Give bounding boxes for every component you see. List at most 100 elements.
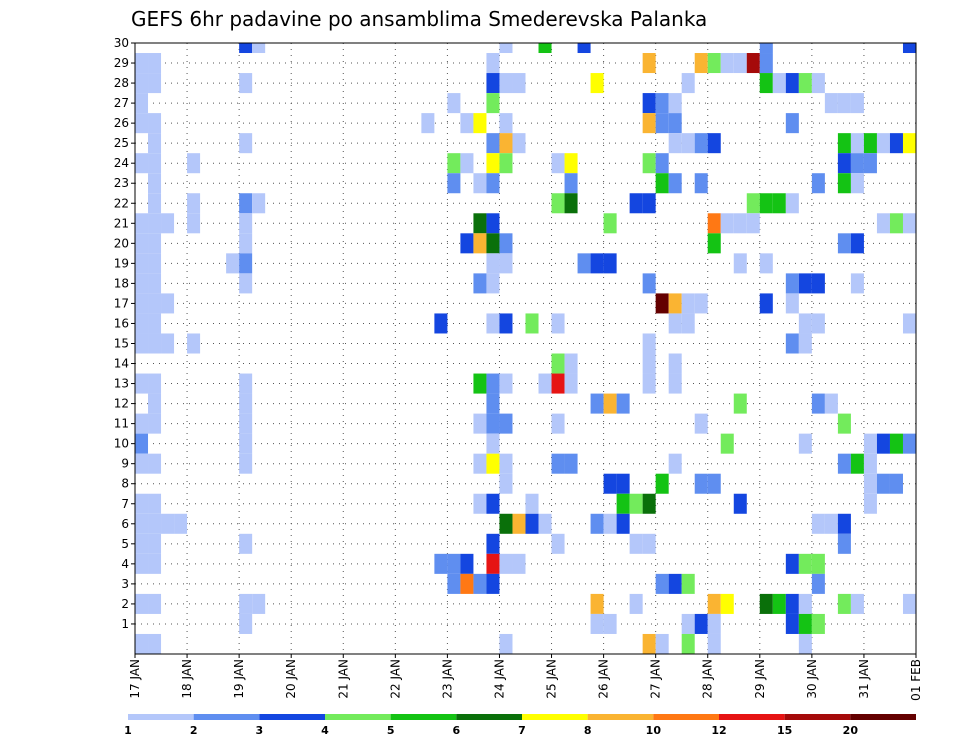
heatmap-cell	[655, 173, 669, 194]
heatmap-cell	[460, 113, 474, 134]
heatmap-cell	[798, 613, 812, 634]
heatmap-cell	[785, 553, 799, 574]
heatmap-cell	[148, 293, 162, 314]
heatmap-cell	[798, 273, 812, 294]
heatmap-cell	[590, 593, 604, 614]
legend-label: 12	[711, 724, 726, 737]
heatmap-cell	[512, 553, 526, 574]
x-tick-label: 25 JAN	[545, 659, 559, 699]
heatmap-cell	[837, 593, 851, 614]
heatmap-cell	[148, 253, 162, 274]
heatmap-cell	[616, 393, 630, 414]
heatmap-cell	[642, 193, 656, 214]
x-tick-label: 22 JAN	[388, 659, 402, 699]
x-tick-label: 17 JAN	[128, 659, 142, 699]
heatmap-cell	[655, 93, 669, 114]
heatmap-cell	[525, 513, 539, 534]
heatmap-cell	[694, 53, 708, 74]
heatmap-cell	[148, 153, 162, 174]
heatmap-cell	[759, 53, 773, 74]
heatmap-cell	[239, 213, 253, 234]
heatmap-cell	[694, 613, 708, 634]
heatmap-cell	[655, 473, 669, 494]
color-legend: 1 2 3 4 5 6 7 8 10 12 15 20	[124, 714, 916, 737]
heatmap-cell	[135, 293, 149, 314]
heatmap-cell	[603, 613, 617, 634]
heatmap-cell	[252, 193, 266, 214]
heatmap-cell	[642, 493, 656, 514]
heatmap-cell	[694, 413, 708, 434]
heatmap-cell	[863, 473, 877, 494]
heatmap-cell	[473, 453, 487, 474]
y-tick-label: 23	[114, 176, 129, 190]
heatmap-cell	[837, 513, 851, 534]
heatmap-cell	[694, 133, 708, 154]
heatmap-cell	[499, 233, 513, 254]
heatmap-cell	[486, 93, 500, 114]
heatmap-cell	[655, 153, 669, 174]
heatmap-cell	[447, 153, 461, 174]
y-tick-label: 3	[121, 577, 129, 591]
heatmap-cell	[486, 53, 500, 74]
heatmap-cell	[187, 213, 201, 234]
heatmap-cell	[629, 533, 643, 554]
y-tick-label: 29	[114, 56, 129, 70]
heatmap-cell	[135, 513, 149, 534]
heatmap-cell	[837, 533, 851, 554]
heatmap-cell	[798, 433, 812, 454]
heatmap-cell	[720, 593, 734, 614]
heatmap-cell	[239, 193, 253, 214]
heatmap-cell	[525, 493, 539, 514]
heatmap-cell	[798, 333, 812, 354]
heatmap-cell	[460, 553, 474, 574]
heatmap-cell	[850, 453, 864, 474]
heatmap-cell	[239, 393, 253, 414]
heatmap-cell	[655, 573, 669, 594]
heatmap-cell	[733, 213, 747, 234]
heatmap-cell	[733, 253, 747, 274]
x-tick-label: 20 JAN	[284, 659, 298, 699]
heatmap-cell	[668, 113, 682, 134]
x-tick-label: 26 JAN	[597, 659, 611, 699]
heatmap-cell	[473, 273, 487, 294]
heatmap-cell	[668, 453, 682, 474]
heatmap-cell	[785, 193, 799, 214]
y-tick-label: 6	[121, 517, 129, 531]
legend-label: 4	[321, 724, 329, 737]
heatmap-cell	[551, 313, 565, 334]
heatmap-cell	[239, 373, 253, 394]
heatmap-cell	[733, 393, 747, 414]
heatmap-cell	[148, 313, 162, 334]
heatmap-cell	[837, 153, 851, 174]
heatmap-cell	[226, 253, 240, 274]
heatmap-cell	[187, 193, 201, 214]
heatmap-cell	[655, 293, 669, 314]
heatmap-cell	[629, 593, 643, 614]
heatmap-cell	[707, 593, 721, 614]
heatmap-cell	[681, 293, 695, 314]
heatmap-cell	[707, 633, 721, 654]
heatmap-cell	[564, 193, 578, 214]
x-axis-ticks: 17 JAN 18 JAN 19 JAN 20 JAN 21 JAN 22 JAN 23 J…	[128, 654, 923, 701]
heatmap-cell	[486, 173, 500, 194]
heatmap-cell	[135, 233, 149, 254]
heatmap-cell	[148, 113, 162, 134]
heatmap-cell	[148, 453, 162, 474]
heatmap-cell	[564, 353, 578, 374]
heatmap-cell	[499, 453, 513, 474]
heatmap-cell	[902, 433, 916, 454]
legend-swatch	[390, 714, 457, 720]
heatmap-cell	[239, 273, 253, 294]
legend-label: 8	[584, 724, 592, 737]
x-tick-label: 31 JAN	[857, 659, 871, 699]
heatmap-cell	[785, 333, 799, 354]
heatmap-cell	[252, 593, 266, 614]
x-tick-label: 21 JAN	[336, 659, 350, 699]
heatmap-cell	[148, 393, 162, 414]
heatmap-cell	[499, 633, 513, 654]
heatmap-cell	[642, 53, 656, 74]
heatmap-cell	[863, 493, 877, 514]
heatmap-cell	[148, 413, 162, 434]
chart-title: GEFS 6hr padavine po ansamblima Smederev…	[131, 7, 707, 31]
legend-swatch	[784, 714, 851, 720]
